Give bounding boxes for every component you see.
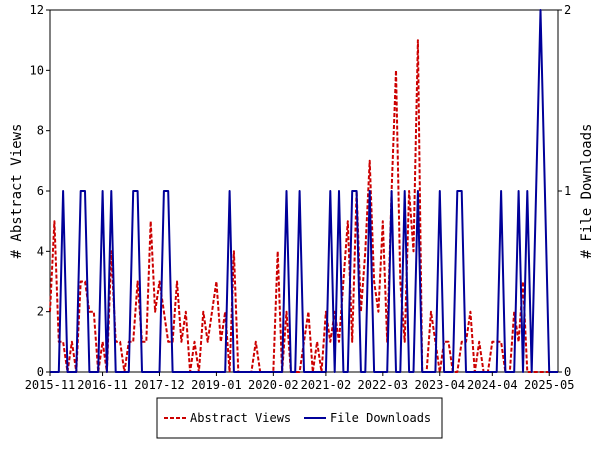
y-left-tick-label: 8 (37, 124, 44, 138)
x-tick-label: 2022-03 (358, 378, 409, 392)
x-tick-label: 2024-04 (467, 378, 518, 392)
y-right-tick-label: 2 (564, 3, 571, 17)
y-left-tick-label: 6 (37, 184, 44, 198)
series-layer (49, 9, 558, 373)
x-tick-label: 2020-02 (248, 378, 299, 392)
x-tick-label: 2019-01 (191, 378, 242, 392)
x-tick-label: 2016-11 (77, 378, 128, 392)
legend-label-abstract-views: Abstract Views (190, 411, 291, 425)
x-tick-label: 2021-02 (301, 378, 352, 392)
plot-area (49, 9, 559, 373)
x-tick-label: 2025-05 (524, 378, 575, 392)
x-tick-label: 2017-12 (134, 378, 185, 392)
legend: Abstract Views File Downloads (156, 397, 443, 439)
x-tick-label: 2015-11 (25, 378, 76, 392)
y-right-tick-label: 1 (564, 184, 571, 198)
y-axis-right-title: # File Downloads (579, 124, 595, 259)
y-left-tick-label: 12 (30, 3, 44, 17)
x-tick-label: 2023-04 (414, 378, 465, 392)
legend-box (156, 397, 443, 439)
series-line-abstract-views (49, 39, 558, 373)
y-left-tick-label: 10 (30, 63, 44, 77)
series-line-file-downloads (50, 9, 558, 373)
y-left-tick-label: 2 (37, 305, 44, 319)
y-left-tick-label: 0 (37, 365, 44, 379)
y-axis-left-title: # Abstract Views (9, 124, 25, 259)
y-left-tick-label: 4 (37, 244, 44, 258)
y-right-tick-label: 0 (564, 365, 571, 379)
legend-label-file-downloads: File Downloads (330, 411, 431, 425)
